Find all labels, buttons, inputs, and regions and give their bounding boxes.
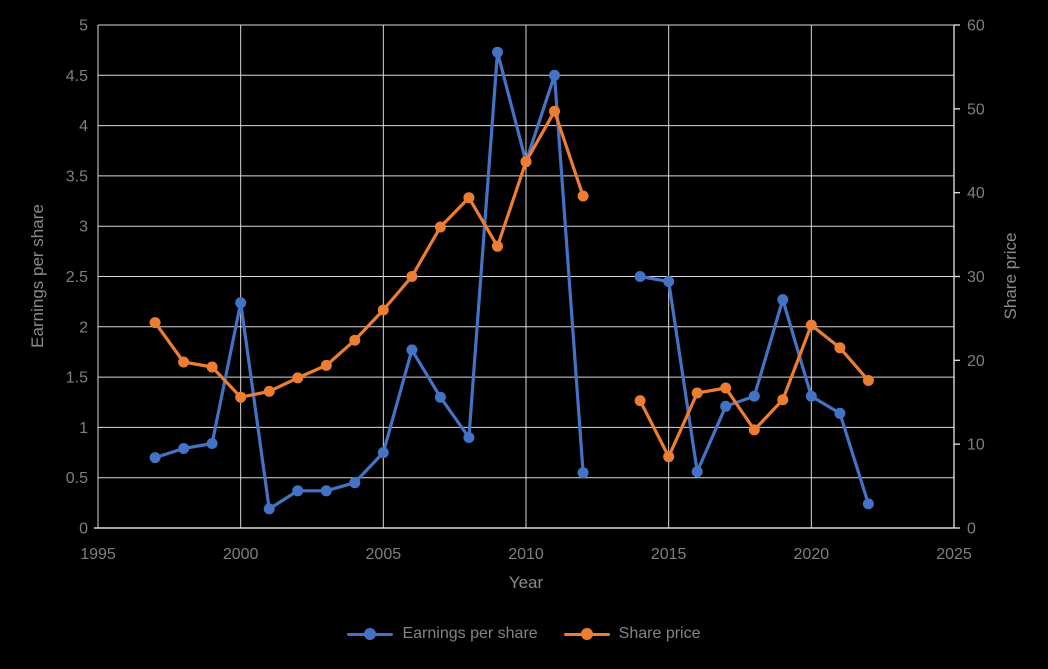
right-tick-label-0: 0 (967, 521, 976, 538)
left-tick-label-5: 5 (79, 18, 88, 35)
right-tick-label-60: 60 (967, 18, 985, 35)
right-tick-label-40: 40 (967, 185, 985, 202)
data-point-share-price-1997 (149, 317, 161, 329)
right-tick-label-10: 10 (967, 437, 985, 454)
data-point-share-price-2014 (634, 395, 646, 407)
left-tick-label-2.5: 2.5 (66, 269, 88, 286)
data-point-earnings-per-share-2008 (463, 432, 475, 443)
x-tick-label-2005: 2005 (366, 546, 402, 563)
data-point-earnings-per-share-2021 (834, 407, 846, 419)
left-tick-label-3: 3 (79, 219, 88, 236)
left-tick-label-1: 1 (79, 420, 88, 437)
data-point-earnings-per-share-2002 (292, 485, 304, 497)
legend-label-share-price: Share price (618, 625, 701, 642)
left-tick-label-4.5: 4.5 (66, 68, 88, 85)
data-point-share-price-2020 (805, 319, 817, 331)
data-point-earnings-per-share-2000 (235, 297, 247, 309)
series-line-earnings-per-share-1 (638, 274, 871, 506)
left-tick-label-0: 0 (79, 521, 88, 538)
x-tick-label-2000: 2000 (223, 546, 259, 563)
data-point-share-price-2015 (663, 451, 675, 463)
data-point-share-price-2019 (777, 394, 789, 406)
data-point-share-price-2021 (834, 342, 846, 354)
data-point-share-price-2012 (577, 190, 589, 202)
data-point-share-price-2002 (292, 372, 304, 384)
data-point-earnings-per-share-2014 (634, 271, 646, 282)
data-point-share-price-2022 (862, 375, 874, 386)
data-point-share-price-2004 (349, 334, 361, 346)
data-point-earnings-per-share-2017 (720, 400, 732, 412)
data-point-earnings-per-share-2015 (663, 276, 675, 287)
data-point-share-price-2000 (235, 391, 247, 403)
data-point-share-price-2009 (492, 240, 503, 252)
y-axis-title-left: Earnings per share (28, 204, 47, 348)
legend-label-earnings-per-share: Earnings per share (402, 625, 538, 642)
x-tick-label-2025: 2025 (936, 546, 972, 563)
left-tick-label-2: 2 (79, 319, 88, 336)
legend-marker-share-price (563, 628, 610, 640)
data-point-earnings-per-share-2022 (862, 498, 874, 510)
data-point-share-price-2010 (520, 156, 532, 168)
left-tick-label-3.5: 3.5 (66, 168, 88, 185)
data-point-share-price-2016 (691, 387, 703, 399)
legend: Earnings per share Share price (0, 625, 1048, 643)
x-axis-title: Year (508, 573, 544, 592)
data-point-earnings-per-share-2011 (549, 69, 560, 81)
data-point-earnings-per-share-1997 (149, 452, 161, 464)
x-tick-label-1995: 1995 (80, 546, 116, 563)
x-tick-label-2010: 2010 (508, 546, 544, 563)
data-point-earnings-per-share-2004 (349, 477, 361, 489)
data-point-share-price-2011 (549, 105, 560, 117)
data-point-share-price-2007 (434, 221, 446, 233)
right-tick-label-30: 30 (967, 269, 985, 286)
right-tick-label-50: 50 (967, 101, 985, 118)
data-point-share-price-2001 (263, 385, 275, 397)
legend-marker-earnings-per-share (347, 628, 394, 640)
right-tick-label-20: 20 (967, 353, 985, 370)
data-point-share-price-2005 (377, 304, 389, 316)
data-point-share-price-2017 (720, 382, 732, 394)
data-point-earnings-per-share-2018 (748, 390, 760, 402)
legend-item-earnings-per-share: Earnings per share (347, 625, 538, 643)
legend-item-share-price: Share price (563, 625, 701, 643)
series-line-share-price-0 (153, 109, 585, 399)
x-tick-label-2015: 2015 (651, 546, 687, 563)
data-point-earnings-per-share-2003 (320, 485, 332, 497)
left-tick-label-0.5: 0.5 (66, 470, 88, 487)
data-point-earnings-per-share-2016 (691, 466, 703, 478)
data-point-earnings-per-share-1999 (206, 438, 218, 449)
left-tick-label-1.5: 1.5 (66, 370, 88, 387)
left-tick-label-4: 4 (79, 118, 88, 135)
data-point-earnings-per-share-2007 (434, 391, 446, 403)
data-point-share-price-1999 (206, 361, 218, 373)
data-point-share-price-2003 (320, 359, 332, 371)
data-point-share-price-2008 (463, 192, 475, 204)
data-point-earnings-per-share-2020 (805, 390, 817, 402)
y-axis-title-right: Share price (1001, 232, 1020, 320)
data-point-earnings-per-share-2009 (492, 46, 503, 58)
series-line-earnings-per-share-0 (153, 50, 585, 511)
data-point-earnings-per-share-1998 (178, 443, 190, 454)
data-point-earnings-per-share-2005 (377, 447, 389, 459)
data-point-share-price-2006 (406, 271, 418, 282)
x-tick-label-2020: 2020 (794, 546, 830, 563)
data-point-earnings-per-share-2019 (777, 294, 789, 306)
data-point-share-price-1998 (178, 356, 190, 368)
data-point-earnings-per-share-2001 (263, 503, 275, 515)
data-point-earnings-per-share-2012 (577, 467, 589, 479)
data-point-share-price-2018 (748, 424, 760, 436)
data-point-earnings-per-share-2006 (406, 344, 418, 356)
